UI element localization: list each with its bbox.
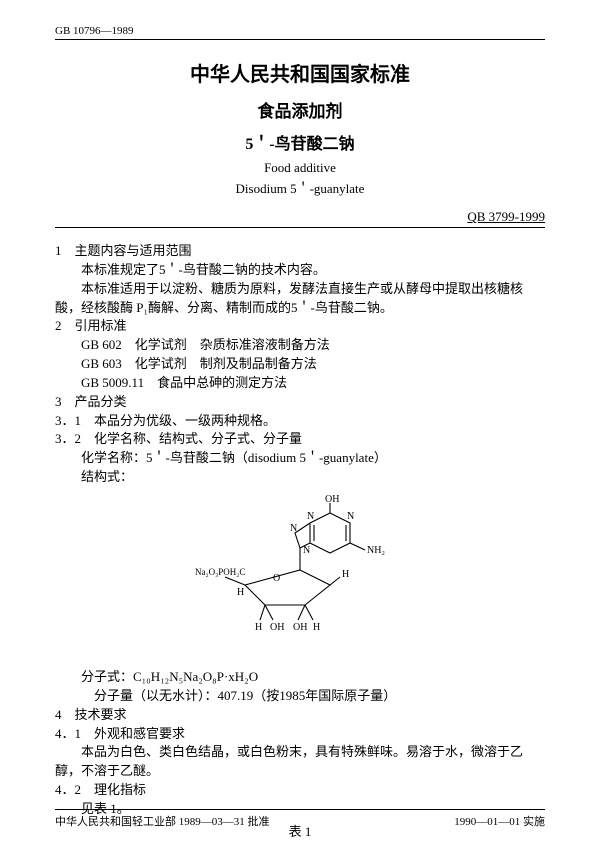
molecular-structure-diagram: OH N N N N NH₂ O Na₂O₃POH₂C H H H H OH O…: [195, 495, 405, 660]
title-sub1: 食品添加剂: [55, 97, 545, 122]
section-2-heading: 2 引用标准: [55, 317, 545, 336]
section-1-heading: 1 主题内容与适用范围: [55, 242, 545, 261]
section-4-1: 4．1 外观和感官要求: [55, 725, 545, 744]
section-2-line3: GB 5009.11 食品中总砷的测定方法: [55, 374, 545, 393]
secondary-code: QB 3799-1999: [55, 209, 545, 228]
label-h-b: H: [313, 622, 320, 633]
section-4-heading: 4 技术要求: [55, 706, 545, 725]
section-3-2-struct: 结构式：: [55, 468, 545, 487]
label-oh-a: OH: [270, 622, 284, 633]
label-o-ring: O: [273, 573, 280, 584]
section-1-p2: 本标准适用于以淀粉、糖质为原料，发酵法直接生产或从酵母中提取出核糖核酸，经核酸酶…: [55, 280, 545, 318]
molecular-formula: 分子式：C₁₀H₁₂N₅Na₂O₈P·xH₂O: [55, 668, 545, 687]
footer-left: 中华人民共和国轻工业部 1989—03—31 批准: [55, 813, 270, 829]
label-oh-b: OH: [293, 622, 307, 633]
label-n4: N: [303, 545, 310, 556]
section-3-2-name: 化学名称：5＇-鸟苷酸二钠（disodium 5＇-guanylate）: [55, 449, 545, 468]
section-2-line1: GB 602 化学试剂 杂质标准溶液制备方法: [55, 336, 545, 355]
title-main: 中华人民共和国国家标准: [55, 58, 545, 87]
label-h-a: H: [255, 622, 262, 633]
body-content: 1 主题内容与适用范围 本标准规定了5＇-鸟苷酸二钠的技术内容。 本标准适用于以…: [55, 242, 545, 842]
molecular-weight: 分子量（以无水计）：407.19（按1985年国际原子量）: [55, 687, 545, 706]
header-standard-code: GB 10796—1989: [55, 25, 545, 40]
section-3-heading: 3 产品分类: [55, 393, 545, 412]
section-4-2: 4．2 理化指标: [55, 781, 545, 800]
label-oh-top: OH: [325, 495, 339, 505]
label-nh2: NH₂: [367, 545, 385, 556]
section-4-1-p: 本品为白色、类白色结晶，或白色粉末，具有特殊鲜味。易溶于水，微溶于乙醇，不溶于乙…: [55, 743, 545, 781]
section-3-1: 3．1 本品分为优级、一级两种规格。: [55, 412, 545, 431]
section-1-p1: 本标准规定了5＇-鸟苷酸二钠的技术内容。: [55, 261, 545, 280]
title-english-2: Disodium 5＇-guanylate: [55, 178, 545, 197]
label-n1: N: [307, 511, 314, 522]
page: GB 10796—1989 中华人民共和国国家标准 食品添加剂 5＇-鸟苷酸二钠…: [0, 0, 600, 849]
footer: 中华人民共和国轻工业部 1989—03—31 批准 1990—01—01 实施: [55, 809, 545, 829]
section-3-2: 3．2 化学名称、结构式、分子式、分子量: [55, 430, 545, 449]
label-h-c: H: [342, 569, 349, 580]
footer-right: 1990—01—01 实施: [454, 813, 545, 829]
label-n2: N: [347, 511, 354, 522]
title-sub2: 5＇-鸟苷酸二钠: [55, 130, 545, 154]
label-h-d: H: [237, 587, 244, 598]
title-english-1: Food additive: [55, 160, 545, 176]
section-2-line2: GB 603 化学试剂 制剂及制品制备方法: [55, 355, 545, 374]
label-phosphate: Na₂O₃POH₂C: [195, 567, 245, 577]
label-n3: N: [290, 523, 297, 534]
